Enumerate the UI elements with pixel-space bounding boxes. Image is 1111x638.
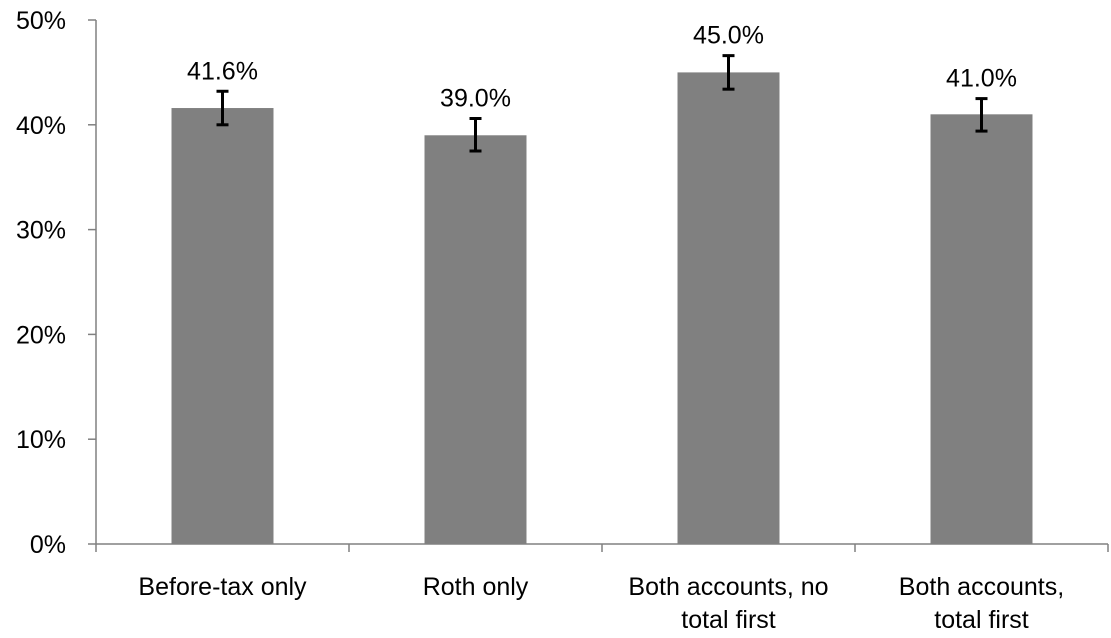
bar bbox=[677, 72, 780, 545]
category-label-line: total first bbox=[681, 606, 776, 634]
data-labels: 41.6% 39.0% 45.0% 41.0% bbox=[187, 22, 1017, 113]
category-label: Before-tax only bbox=[138, 573, 307, 601]
y-axis: 0% 10% 20% 30% 40% 50% bbox=[16, 7, 97, 559]
category-label-line: Both accounts, bbox=[899, 573, 1064, 601]
category-label: Both accounts, no total first bbox=[628, 573, 828, 634]
y-tick-label: 40% bbox=[16, 112, 66, 140]
data-label: 41.6% bbox=[187, 57, 258, 85]
y-tick-label: 10% bbox=[16, 426, 66, 454]
data-label: 41.0% bbox=[946, 65, 1017, 93]
y-tick-label: 20% bbox=[16, 321, 66, 349]
category-label: Roth only bbox=[423, 573, 529, 601]
bars bbox=[171, 72, 1033, 545]
category-label-line: Before-tax only bbox=[138, 573, 307, 601]
bar bbox=[424, 135, 527, 544]
error-bars bbox=[216, 54, 988, 153]
y-tick-label: 30% bbox=[16, 217, 66, 245]
bar bbox=[171, 108, 274, 545]
bar bbox=[930, 114, 1033, 544]
data-label: 45.0% bbox=[693, 22, 764, 50]
category-label: Both accounts, total first bbox=[899, 573, 1064, 634]
y-tick-label: 0% bbox=[30, 531, 66, 559]
category-label-line: Both accounts, no bbox=[628, 573, 828, 601]
data-label: 39.0% bbox=[440, 85, 511, 113]
y-tick-label: 50% bbox=[16, 7, 66, 35]
category-label-line: total first bbox=[934, 606, 1029, 634]
x-axis: Before-tax only Roth only Both accounts, n… bbox=[95, 543, 1109, 634]
category-label-line: Roth only bbox=[423, 573, 529, 601]
